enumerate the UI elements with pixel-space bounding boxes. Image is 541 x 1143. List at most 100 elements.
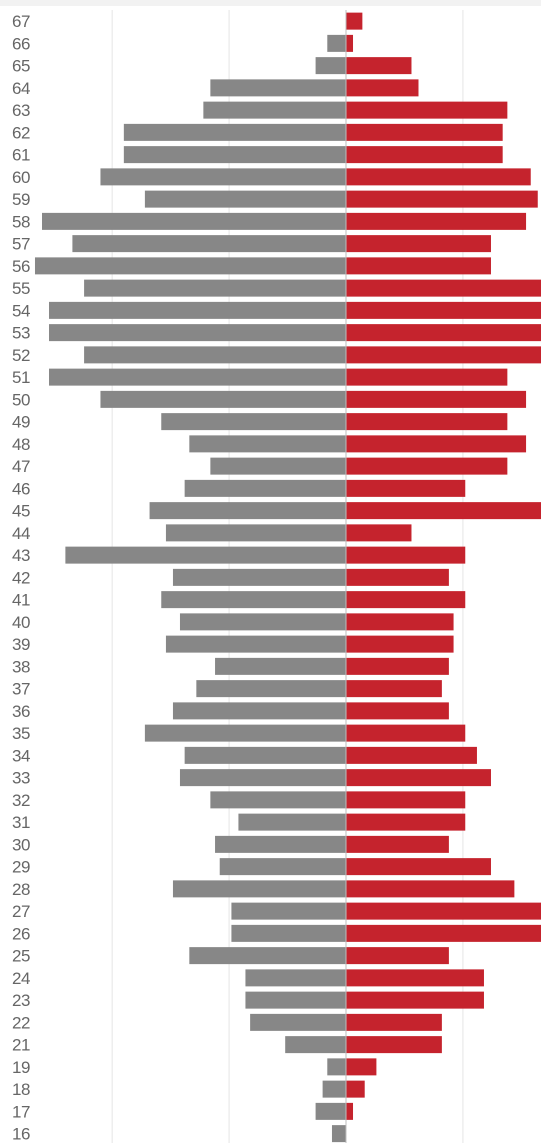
bar-right-17 [346,1102,354,1120]
y-tick-label: 18 [12,1080,30,1099]
bar-left-39 [165,635,346,653]
bar-left-66 [327,34,346,52]
bar-right-65 [346,57,412,75]
bar-right-54 [346,301,541,319]
bar-left-57 [72,235,347,253]
bar-right-67 [346,12,363,30]
y-tick-label: 23 [12,991,30,1010]
bar-left-24 [245,969,346,987]
bar-right-23 [346,991,484,1009]
bar-right-35 [346,724,466,742]
bar-left-32 [210,791,346,809]
bar-right-50 [346,390,527,408]
bar-left-65 [315,57,346,75]
y-tick-label: 31 [12,813,30,832]
y-tick-label: 40 [12,613,30,632]
y-tick-label: 22 [12,1013,30,1032]
y-tick-label: 30 [12,835,30,854]
bar-left-56 [34,257,346,275]
bar-right-22 [346,1013,442,1031]
bar-right-26 [346,924,541,942]
y-tick-label: 24 [12,969,30,988]
y-tick-label: 44 [12,524,30,543]
y-tick-label: 49 [12,413,30,432]
bar-left-38 [215,657,346,675]
bar-right-51 [346,368,508,386]
bar-left-19 [327,1058,346,1076]
bar-right-29 [346,858,491,876]
bar-left-36 [172,702,346,720]
bar-left-62 [123,123,346,141]
y-tick-label: 48 [12,435,30,454]
y-tick-label: 28 [12,880,30,899]
bar-right-41 [346,591,466,609]
y-tick-label: 47 [12,457,30,476]
bar-right-57 [346,235,491,253]
bar-left-30 [215,835,346,853]
bar-right-60 [346,168,531,186]
y-tick-label: 34 [12,746,30,765]
bar-right-45 [346,502,541,520]
bar-right-39 [346,635,454,653]
bar-left-33 [179,769,346,787]
bar-left-50 [100,390,346,408]
y-tick-label: 53 [12,324,30,343]
bar-left-59 [144,190,346,208]
bar-left-58 [42,212,346,230]
bar-right-37 [346,680,442,698]
bar-right-53 [346,324,541,342]
bar-right-55 [346,279,541,297]
bar-right-32 [346,791,466,809]
y-tick-label: 37 [12,680,30,699]
bar-right-24 [346,969,484,987]
bar-left-27 [231,902,346,920]
bar-left-35 [144,724,346,742]
y-tick-label: 29 [12,858,30,877]
y-tick-label: 46 [12,479,30,498]
y-tick-label: 60 [12,168,30,187]
bar-right-28 [346,880,515,898]
bar-left-47 [210,457,346,475]
y-tick-label: 17 [12,1102,30,1121]
y-tick-label: 41 [12,591,30,610]
bar-left-31 [238,813,346,831]
bar-right-30 [346,835,449,853]
y-tick-label: 26 [12,924,30,943]
y-tick-label: 63 [12,101,30,120]
bar-right-19 [346,1058,377,1076]
y-tick-label: 16 [12,1125,30,1143]
y-tick-label: 45 [12,502,30,521]
bar-right-25 [346,947,449,965]
y-tick-label: 61 [12,146,30,165]
top-strip [0,0,541,6]
y-tick-label: 51 [12,368,30,387]
bar-left-17 [315,1102,346,1120]
bar-right-31 [346,813,466,831]
bar-left-46 [184,479,346,497]
bar-right-66 [346,34,354,52]
bar-right-38 [346,657,449,675]
y-tick-label: 55 [12,279,30,298]
y-tick-label: 19 [12,1058,30,1077]
y-tick-label: 21 [12,1036,30,1055]
bar-left-34 [184,746,346,764]
y-tick-label: 58 [12,212,30,231]
bar-right-49 [346,413,508,431]
bar-left-51 [49,368,347,386]
bar-right-59 [346,190,538,208]
bar-right-64 [346,79,419,97]
bar-right-56 [346,257,491,275]
y-tick-label: 57 [12,235,30,254]
y-tick-label: 36 [12,702,30,721]
bar-left-48 [189,435,346,453]
y-tick-label: 42 [12,568,30,587]
bar-right-61 [346,146,503,164]
bar-left-53 [49,324,347,342]
y-tick-label: 56 [12,257,30,276]
y-tick-label: 65 [12,57,30,76]
y-tick-label: 66 [12,34,30,53]
bar-left-44 [165,524,346,542]
bar-right-44 [346,524,412,542]
bar-left-41 [161,591,346,609]
